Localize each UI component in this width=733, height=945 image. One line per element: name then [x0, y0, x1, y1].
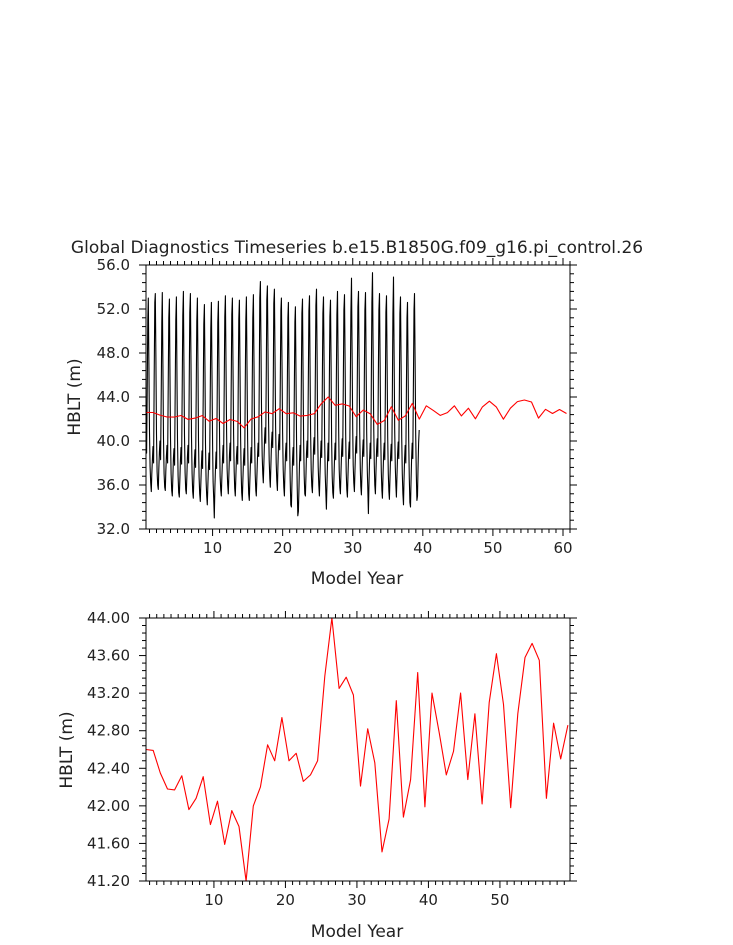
series-line-0: [145, 272, 420, 519]
axes: 10 20 30 40 50 60 32.0 36.0 40.0 44.0 48.0 52.0 56.0: [97, 256, 577, 557]
y-tick-label: 43.20: [87, 684, 130, 702]
x-tick-label: 10: [203, 539, 222, 557]
y-tick-label: 36.0: [97, 476, 130, 494]
x-tick-label: 30: [347, 891, 366, 909]
y-tick-label: 42.00: [87, 797, 130, 815]
x-tick-label: 40: [419, 891, 438, 909]
y-tick-label: 43.60: [87, 647, 130, 665]
x-tick-label: 10: [204, 891, 223, 909]
y-tick-label: 44.00: [87, 609, 130, 627]
figure-title: Global Diagnostics Timeseries b.e15.B185…: [71, 238, 643, 258]
y-tick-label: 42.40: [87, 759, 130, 777]
y-axis-label: HBLT (m): [65, 358, 85, 435]
series-line-1: [145, 396, 567, 429]
axes: 10 20 30 40 50 41.20 41.60 42.00 42.40 42.80 43.20…: [87, 609, 577, 909]
plot-area: [145, 272, 567, 519]
x-tick-label: 20: [276, 891, 295, 909]
plot-frame: [145, 617, 571, 882]
x-axis-label: Model Year: [311, 569, 403, 589]
x-tick-label: 40: [413, 539, 432, 557]
hblt-annual-chart: 10 20 30 40 50 41.20 41.60 42.00 42.40 42.80 43.20…: [57, 609, 577, 942]
y-axis-label: HBLT (m): [57, 711, 77, 788]
y-tick-label: 48.0: [97, 344, 130, 362]
x-tick-label: 50: [490, 891, 509, 909]
plot-area: [145, 617, 569, 882]
y-tick-label: 44.0: [97, 388, 130, 406]
y-tick-label: 40.0: [97, 432, 130, 450]
y-tick-label: 52.0: [97, 300, 130, 318]
y-tick-label: 42.80: [87, 722, 130, 740]
y-tick-label: 32.0: [97, 520, 130, 538]
y-tick-label: 41.60: [87, 834, 130, 852]
x-tick-label: 50: [483, 539, 502, 557]
x-tick-label: 30: [343, 539, 362, 557]
y-tick-label: 56.0: [97, 256, 130, 274]
x-tick-label: 60: [553, 539, 572, 557]
y-tick-label: 41.20: [87, 872, 130, 890]
series-line-0: [145, 617, 569, 882]
x-axis-label: Model Year: [311, 922, 403, 942]
x-tick-label: 20: [273, 539, 292, 557]
hblt-monthly-chart: 10 20 30 40 50 60 32.0 36.0 40.0 44.0 48.0 52.0 56.0…: [65, 256, 577, 589]
